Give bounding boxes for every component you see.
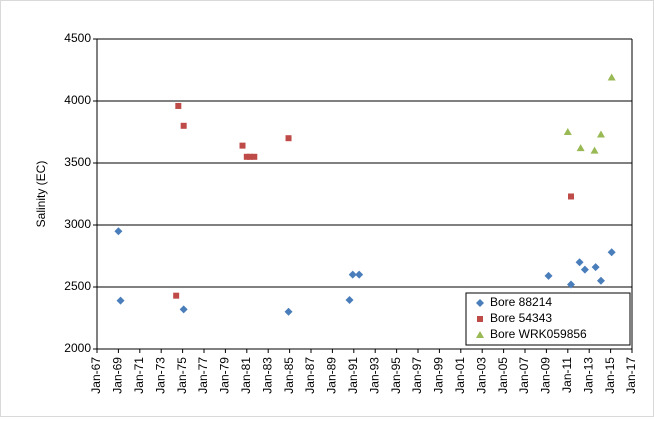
data-point [567,280,576,289]
y-tick-label: 3500 [64,155,91,169]
x-tick-label: Jan-07 [517,357,531,394]
x-tick-label: Jan-95 [389,357,403,394]
x-tick-label: Jan-69 [111,357,125,394]
data-point [116,296,125,305]
legend-label: Bore 88214 [490,295,552,309]
y-axis-label: Salinity (EC) [34,161,48,228]
x-tick-label: Jan-99 [432,357,446,394]
legend-marker [476,299,484,307]
y-tick-label: 2000 [64,341,91,355]
x-tick-label: Jan-05 [496,357,510,394]
data-point [568,193,575,200]
data-point [247,153,254,160]
x-tick-label: Jan-97 [410,357,424,394]
data-point [251,153,258,160]
x-tick-label: Jan-81 [239,357,253,394]
data-point [607,248,616,257]
data-point [591,263,600,272]
x-tick-label: Jan-13 [581,357,595,394]
x-tick-label: Jan-73 [153,357,167,394]
y-tick-label: 4000 [64,93,91,107]
data-point [243,153,250,160]
data-point [175,102,182,109]
x-tick-label: Jan-15 [603,357,617,394]
legend-marker [477,316,483,322]
x-tick-label: Jan-85 [282,357,296,394]
data-point [348,270,357,279]
data-point [114,227,123,236]
x-tick-label: Jan-87 [303,357,317,394]
data-point [576,144,585,152]
legend-label: Bore 54343 [490,311,552,325]
data-point [607,73,616,81]
data-point [563,128,572,135]
x-tick-label: Jan-11 [560,357,574,393]
data-point [285,135,292,142]
legend-label: Bore WRK059856 [490,327,587,341]
x-tick-label: Jan-03 [474,357,488,394]
data-point [575,258,584,267]
x-tick-label: Jan-91 [346,357,360,394]
data-point [590,146,599,154]
x-tick-label: Jan-17 [624,357,638,394]
x-tick-label: Jan-09 [539,357,553,394]
x-tick-label: Jan-83 [260,357,274,394]
y-tick-label: 2500 [64,279,91,293]
data-point [173,292,180,299]
y-tick-label: 3000 [64,217,91,231]
data-point [355,270,364,279]
x-tick-label: Jan-77 [196,357,210,394]
x-tick-label: Jan-89 [325,357,339,394]
data-point [544,271,553,280]
data-point [580,265,589,274]
x-tick-label: Jan-71 [132,357,146,394]
x-tick-label: Jan-67 [89,357,103,394]
legend-marker [476,331,484,338]
y-tick-label: 4500 [64,31,91,45]
data-point [345,296,354,305]
data-point [179,305,188,314]
data-point [596,130,605,138]
x-tick-label: Jan-01 [453,357,467,394]
x-tick-label: Jan-75 [175,357,189,394]
x-tick-label: Jan-79 [218,357,232,394]
data-point [239,142,246,149]
legend-box [465,292,631,346]
x-tick-label: Jan-93 [367,357,381,394]
data-point [284,307,293,316]
data-point [596,276,605,285]
data-point [180,122,187,129]
